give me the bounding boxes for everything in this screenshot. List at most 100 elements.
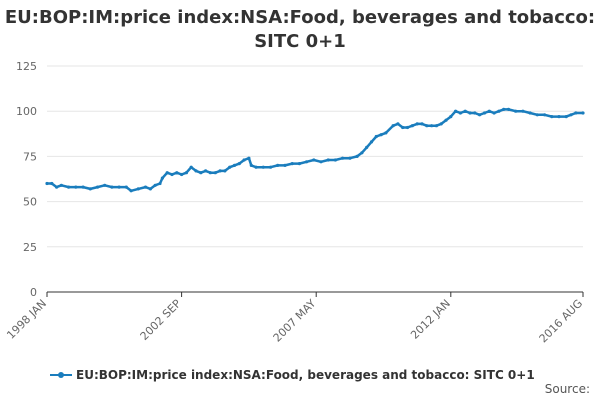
data-point: [528, 111, 532, 115]
data-point: [420, 122, 424, 126]
data-point: [158, 181, 162, 186]
data-point: [312, 158, 316, 162]
x-tick-label: 2007 MAY: [271, 297, 319, 345]
data-point: [482, 111, 487, 115]
data-point: [458, 111, 462, 115]
data-point: [374, 134, 378, 139]
data-point: [254, 165, 258, 169]
data-point: [290, 162, 294, 166]
data-point: [365, 145, 369, 149]
data-point: [396, 122, 400, 126]
data-point: [261, 165, 265, 169]
data-point: [434, 124, 438, 128]
data-point: [223, 169, 227, 173]
data-point: [550, 115, 554, 119]
data-point: [249, 163, 253, 167]
data-point: [506, 107, 511, 111]
data-point: [180, 172, 184, 177]
data-point: [81, 185, 85, 189]
data-point: [124, 185, 128, 189]
data-point: [569, 113, 573, 117]
data-point: [165, 171, 169, 175]
data-point: [194, 169, 198, 173]
data-point: [379, 133, 383, 137]
y-tick-label: 50: [23, 196, 37, 209]
data-point: [514, 109, 518, 113]
data-point: [542, 113, 547, 117]
data-point: [333, 158, 337, 162]
data-point: [449, 115, 453, 119]
data-point: [283, 163, 287, 167]
data-point: [369, 140, 374, 144]
data-point: [535, 113, 539, 117]
data-point: [425, 124, 429, 128]
data-point: [129, 189, 133, 193]
data-point: [232, 163, 237, 167]
data-point: [473, 111, 477, 115]
y-tick-label: 75: [23, 150, 37, 163]
data-point: [55, 185, 59, 189]
y-tick-label: 125: [16, 60, 37, 73]
data-point: [444, 118, 448, 122]
data-point: [454, 109, 458, 113]
data-point: [521, 109, 525, 113]
data-point: [502, 107, 506, 111]
data-point: [148, 187, 152, 191]
data-point: [415, 122, 419, 126]
data-point: [581, 111, 585, 115]
x-tick-label: 1998 JAN: [4, 297, 49, 342]
data-point: [213, 171, 217, 175]
data-point: [160, 176, 164, 180]
data-point: [136, 187, 140, 191]
series-line: [47, 108, 583, 193]
data-point: [492, 111, 496, 115]
data-point: [184, 171, 188, 175]
chart-title: EU:BOP:IM:price index:NSA:Food, beverage…: [0, 6, 600, 54]
chart-legend[interactable]: EU:BOP:IM:price index:NSA:Food, beverage…: [50, 366, 535, 384]
data-point: [355, 154, 359, 158]
data-point: [228, 165, 232, 169]
data-point: [410, 124, 414, 128]
data-point: [153, 183, 157, 187]
data-point: [405, 125, 410, 130]
data-point: [110, 185, 114, 189]
y-tick-label: 100: [16, 105, 37, 118]
data-point: [74, 185, 78, 189]
data-point: [208, 171, 212, 175]
data-point: [143, 185, 148, 189]
x-tick-label: 2016 AUG: [537, 297, 586, 346]
data-point: [204, 169, 208, 173]
data-point: [564, 115, 568, 119]
data-point: [326, 158, 330, 162]
data-point: [384, 131, 388, 135]
source-label: Source:: [544, 382, 590, 396]
data-point: [478, 113, 482, 117]
data-point: [88, 187, 92, 191]
data-point: [276, 163, 280, 167]
x-tick-label: 2012 JAN: [408, 297, 453, 342]
data-point: [297, 162, 301, 166]
data-point: [348, 156, 352, 160]
y-tick-label: 25: [23, 241, 37, 254]
chart-title-line-1: EU:BOP:IM:price index:NSA:Food, beverage…: [4, 7, 596, 28]
data-point: [175, 171, 179, 175]
data-point: [117, 185, 121, 189]
data-point: [319, 160, 323, 164]
y-tick-label: 0: [30, 286, 37, 299]
data-point: [103, 183, 107, 187]
data-point: [401, 125, 405, 130]
data-point: [430, 124, 434, 128]
data-point: [237, 162, 241, 166]
data-point: [45, 181, 49, 186]
data-point: [463, 109, 467, 113]
data-point: [487, 109, 491, 113]
data-point: [497, 109, 501, 113]
legend-line-marker: [50, 370, 72, 380]
data-point: [268, 165, 273, 169]
data-point: [218, 169, 222, 173]
data-point: [95, 185, 100, 189]
legend-series-label: EU:BOP:IM:price index:NSA:Food, beverage…: [76, 368, 535, 382]
data-point: [189, 165, 193, 169]
data-point: [574, 111, 578, 115]
